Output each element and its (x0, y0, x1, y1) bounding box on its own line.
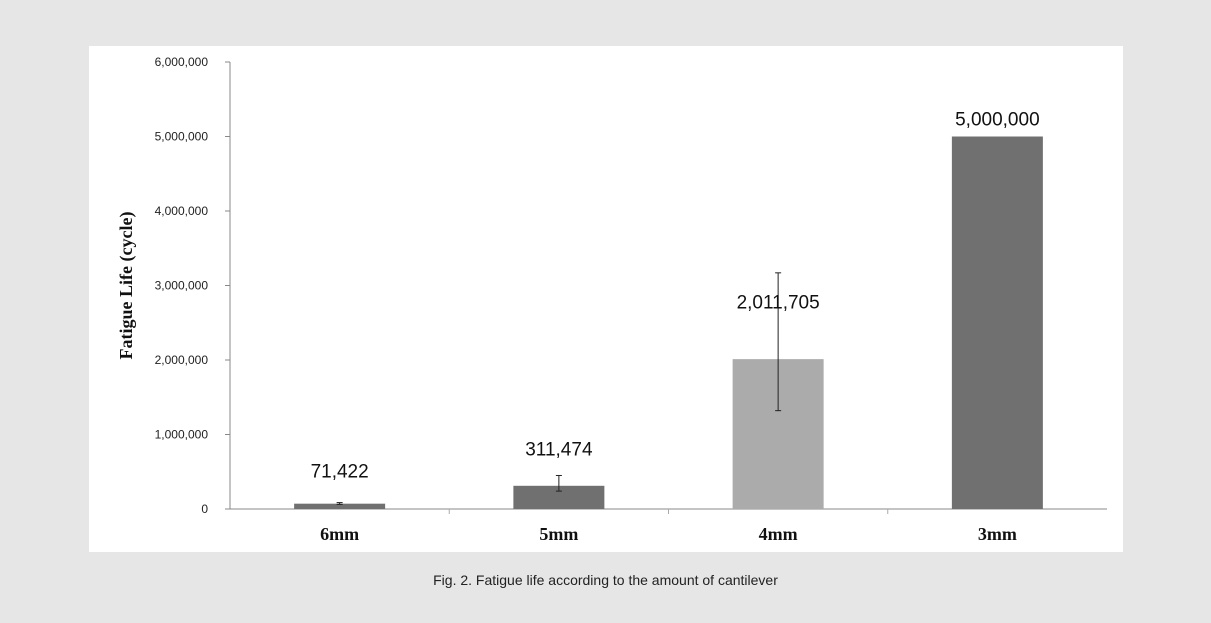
y-tick-label: 5,000,000 (155, 130, 209, 144)
y-axis-title: Fatigue Life (cycle) (116, 212, 137, 360)
data-label: 311,474 (525, 439, 593, 460)
y-tick-label: 6,000,000 (155, 55, 209, 69)
chart-panel: 0 1,000,000 2,000,000 3,000,000 4,000,000 5,0… (89, 46, 1123, 552)
x-tick-label: 5mm (539, 524, 578, 544)
bar (951, 136, 1043, 509)
bar (513, 485, 605, 509)
x-tick-label: 3mm (978, 524, 1017, 544)
data-label: 71,422 (311, 462, 369, 483)
x-tick-label: 4mm (759, 524, 798, 544)
bar-chart: 0 1,000,000 2,000,000 3,000,000 4,000,000 5,0… (116, 55, 1107, 544)
bar (294, 503, 386, 509)
y-tick-label: 3,000,000 (155, 279, 209, 293)
x-tick-label: 6mm (320, 524, 359, 544)
y-tick-label: 4,000,000 (155, 204, 209, 218)
y-tick-label: 1,000,000 (155, 428, 209, 442)
data-label: 2,011,705 (737, 293, 820, 314)
figure-caption: Fig. 2. Fatigue life according to the am… (433, 572, 778, 588)
data-label: 5,000,000 (955, 110, 1040, 131)
y-tick-label: 0 (201, 502, 208, 516)
y-tick-label: 2,000,000 (155, 353, 209, 367)
